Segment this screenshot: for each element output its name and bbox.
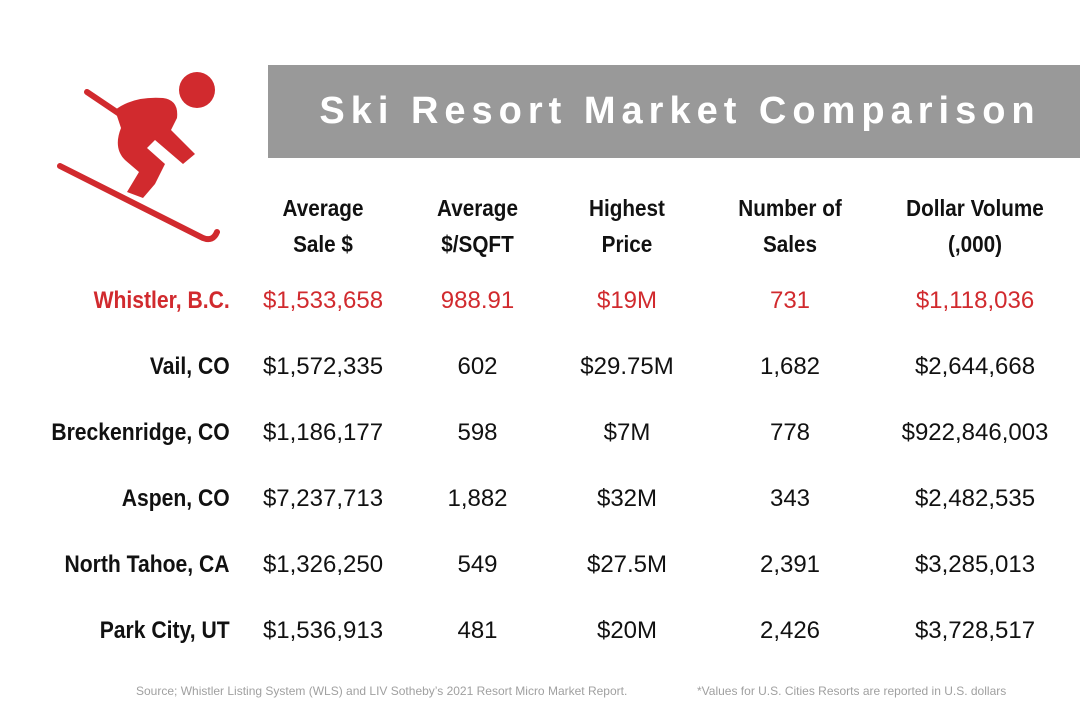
dollar-volume: $3,285,013 [914, 551, 1036, 578]
average-sale: $1,186,177 [262, 419, 384, 446]
average-sqft: 988.91 [440, 287, 515, 314]
highest-price: $29.75M [580, 353, 674, 380]
highest-price: $20M [596, 617, 658, 644]
dollar-volume: $922,846,003 [901, 419, 1049, 446]
number-of-sales: 1,682 [759, 353, 821, 380]
average-sale: $1,536,913 [262, 617, 384, 644]
table-row: Breckenridge, CO $1,186,177 598 $7M 778 … [0, 408, 1080, 458]
highest-price: $19M [596, 287, 658, 314]
resort-name: Aspen, CO [122, 485, 230, 512]
header-dollar-volume-line1: Dollar Volume [906, 195, 1044, 221]
number-of-sales: 2,426 [759, 617, 821, 644]
header-average-sqft-line2: $/SQFT [441, 231, 514, 257]
number-of-sales: 778 [769, 419, 811, 446]
average-sqft: 602 [457, 353, 498, 380]
header-number-of-sales-line1: Number of [738, 195, 842, 221]
resort-name: Park City, UT [100, 617, 230, 644]
header-dollar-volume: Dollar Volume (,000) [881, 190, 1070, 262]
header-highest-price-line1: Highest [589, 195, 665, 221]
header-number-of-sales: Number of Sales [718, 190, 862, 262]
dollar-volume: $3,728,517 [914, 617, 1036, 644]
average-sqft: 549 [457, 551, 498, 578]
number-of-sales: 2,391 [759, 551, 821, 578]
header-average-sale: Average Sale $ [247, 190, 400, 262]
average-sqft: 598 [457, 419, 498, 446]
highest-price: $7M [603, 419, 651, 446]
currency-note: *Values for U.S. Cities Resorts are repo… [697, 684, 1007, 698]
header-average-sqft-line1: Average [437, 195, 518, 221]
table-row: Whistler, B.C. $1,533,658 988.91 $19M 73… [0, 276, 1080, 326]
resort-name: Breckenridge, CO [51, 419, 230, 446]
highest-price: $32M [596, 485, 658, 512]
highest-price: $27.5M [586, 551, 668, 578]
header-highest-price: Highest Price [556, 190, 698, 262]
skier-icon [57, 72, 220, 243]
header-number-of-sales-line2: Sales [762, 231, 818, 257]
header-average-sale-line2: Sale $ [293, 231, 353, 257]
table-row: Aspen, CO $7,237,713 1,882 $32M 343 $2,4… [0, 474, 1080, 524]
header-average-sale-line1: Average [282, 195, 364, 221]
dollar-volume: $1,118,036 [915, 287, 1035, 314]
average-sqft: 481 [457, 617, 498, 644]
header-average-sqft: Average $/SQFT [408, 190, 548, 262]
resort-name: Vail, CO [150, 353, 230, 380]
resort-name: North Tahoe, CA [64, 551, 230, 578]
average-sale: $1,533,658 [262, 287, 384, 314]
page-title: Ski Resort Market Comparison [319, 90, 1041, 132]
average-sqft: 1,882 [447, 485, 508, 512]
dollar-volume: $2,644,668 [914, 353, 1036, 380]
table-row: Vail, CO $1,572,335 602 $29.75M 1,682 $2… [0, 342, 1080, 392]
table-row: North Tahoe, CA $1,326,250 549 $27.5M 2,… [0, 540, 1080, 590]
average-sale: $7,237,713 [262, 485, 384, 512]
dollar-volume: $2,482,535 [914, 485, 1036, 512]
resort-name: Whistler, B.C. [93, 287, 230, 314]
number-of-sales: 343 [769, 485, 811, 512]
title-bar: Ski Resort Market Comparison [268, 65, 1080, 158]
average-sale: $1,326,250 [262, 551, 384, 578]
header-dollar-volume-line2: (,000) [947, 231, 1003, 257]
number-of-sales: 731 [769, 287, 811, 314]
source-note: Source; Whistler Listing System (WLS) an… [136, 684, 628, 698]
header-highest-price-line2: Price [601, 231, 653, 257]
table-row: Park City, UT $1,536,913 481 $20M 2,426 … [0, 606, 1080, 656]
average-sale: $1,572,335 [262, 353, 384, 380]
